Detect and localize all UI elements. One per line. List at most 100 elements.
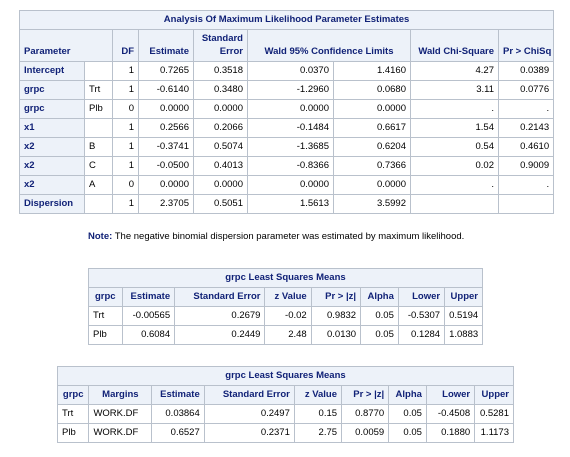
table-row: Trt -0.00565 0.2679 -0.02 0.9832 0.05 -0… <box>88 306 483 326</box>
upper-cell: 1.1173 <box>474 423 514 443</box>
lsmeans-table: grpc Least Squares Means grpc Estimate S… <box>88 268 483 345</box>
table-row: Plb 0.6084 0.2449 2.48 0.0130 0.05 0.128… <box>88 325 483 345</box>
df-cell: 0 <box>112 99 139 119</box>
col-header-upper: Upper <box>474 385 514 405</box>
pvalue-cell: 0.9832 <box>310 306 362 326</box>
lower-limit-cell: -1.3685 <box>247 137 334 157</box>
col-header-chi-square: Wald Chi-Square <box>410 29 499 62</box>
col-header-parameter: Parameter <box>19 29 113 62</box>
col-header-confidence-limits: Wald 95% Confidence Limits <box>247 29 411 62</box>
stderr-cell: 0.3480 <box>193 80 248 100</box>
table-row: x1 1 0.2566 0.2066 -0.1484 0.6617 1.54 0… <box>19 118 555 138</box>
col-header-pvalue: Pr > |z| <box>310 287 362 307</box>
row-header-parameter: Dispersion <box>19 194 85 214</box>
lsmeans-margins-table: grpc Least Squares Means grpc Margins Es… <box>56 366 514 443</box>
lower-cell: 0.1284 <box>397 325 446 345</box>
level-cell: C <box>84 156 113 176</box>
estimate-cell: 0.2566 <box>138 118 194 138</box>
table-row: x2 A 0 0.0000 0.0000 0.0000 0.0000 . . <box>19 175 555 195</box>
chisq-cell: . <box>410 175 499 195</box>
stderr-cell: 0.5074 <box>193 137 248 157</box>
lower-cell: -0.4508 <box>425 404 476 424</box>
lower-cell: -0.5307 <box>397 306 446 326</box>
df-cell: 1 <box>112 61 139 81</box>
stderr-cell: 0.2449 <box>174 325 266 345</box>
level-cell <box>84 61 113 81</box>
stderr-cell: 0.2066 <box>193 118 248 138</box>
upper-limit-cell: 0.7366 <box>333 156 411 176</box>
estimate-cell: 0.7265 <box>138 61 194 81</box>
upper-limit-cell: 1.4160 <box>333 61 411 81</box>
row-header-parameter: x2 <box>19 156 85 176</box>
upper-limit-cell: 0.0000 <box>333 175 411 195</box>
upper-limit-cell: 0.6617 <box>333 118 411 138</box>
table-row: grpc Plb 0 0.0000 0.0000 0.0000 0.0000 .… <box>19 99 555 119</box>
col-header-estimate: Estimate <box>151 385 205 405</box>
col-header-pvalue: Pr > ChiSq <box>497 29 555 62</box>
lower-cell: 0.1880 <box>425 423 476 443</box>
note-text: The negative binomial dispersion paramet… <box>114 231 465 242</box>
estimate-cell: 0.6084 <box>121 325 176 345</box>
margins-cell: WORK.DF <box>88 404 153 424</box>
chisq-cell: 3.11 <box>410 80 499 100</box>
chisq-cell: 0.54 <box>410 137 499 157</box>
lower-limit-cell: 1.5613 <box>247 194 334 214</box>
alpha-cell: 0.05 <box>360 325 399 345</box>
upper-limit-cell: 0.6204 <box>333 137 411 157</box>
col-header-estimate: Estimate <box>121 287 176 307</box>
stderr-cell: 0.0000 <box>193 175 248 195</box>
z-value-cell: 0.15 <box>293 404 343 424</box>
chisq-cell: 1.54 <box>410 118 499 138</box>
col-header-pvalue: Pr > |z| <box>341 385 390 405</box>
level-cell: Trt <box>84 80 113 100</box>
pvalue-cell: 0.8770 <box>341 404 390 424</box>
chisq-cell: 0.02 <box>410 156 499 176</box>
pvalue-cell: 0.0389 <box>497 61 555 81</box>
col-header-alpha: Alpha <box>360 287 399 307</box>
lower-limit-cell: 0.0000 <box>247 99 334 119</box>
chisq-cell: . <box>410 99 499 119</box>
stderr-cell: 0.3518 <box>193 61 248 81</box>
table-row: Dispersion 1 2.3705 0.5051 1.5613 3.5992 <box>19 194 555 214</box>
level-cell: B <box>84 137 113 157</box>
pvalue-cell: 0.9009 <box>497 156 555 176</box>
upper-cell: 0.5194 <box>444 306 483 326</box>
upper-limit-cell: 0.0000 <box>333 99 411 119</box>
stderr-cell: 0.0000 <box>193 99 248 119</box>
pvalue-cell: . <box>497 175 555 195</box>
grpc-cell: Plb <box>88 325 123 345</box>
col-header-margins: Margins <box>88 385 153 405</box>
lsmeans-table-title: grpc Least Squares Means <box>88 268 483 288</box>
estimate-cell: 0.6527 <box>151 423 205 443</box>
level-cell <box>84 118 113 138</box>
col-header-standard-error-line1: Standard <box>201 33 243 44</box>
pvalue-cell: 0.0776 <box>497 80 555 100</box>
col-header-alpha: Alpha <box>388 385 427 405</box>
col-header-lower: Lower <box>425 385 476 405</box>
table-row: x2 B 1 -0.3741 0.5074 -1.3685 0.6204 0.5… <box>19 137 555 157</box>
stderr-cell: 0.2679 <box>174 306 266 326</box>
stderr-cell: 0.4013 <box>193 156 248 176</box>
table-row: x2 C 1 -0.0500 0.4013 -0.8366 0.7366 0.0… <box>19 156 555 176</box>
lower-limit-cell: -0.1484 <box>247 118 334 138</box>
alpha-cell: 0.05 <box>388 404 427 424</box>
row-header-parameter: grpc <box>19 99 85 119</box>
z-value-cell: 2.48 <box>264 325 312 345</box>
col-header-grpc: grpc <box>56 385 90 405</box>
col-header-df: DF <box>112 29 139 62</box>
mle-table: Analysis Of Maximum Likelihood Parameter… <box>18 10 555 214</box>
table-row: grpc Trt 1 -0.6140 0.3480 -1.2960 0.0680… <box>19 80 555 100</box>
grpc-cell: Trt <box>88 306 123 326</box>
mle-table-title: Analysis Of Maximum Likelihood Parameter… <box>18 10 555 30</box>
col-header-standard-error: Standard Error <box>193 29 248 62</box>
col-header-standard-error: Standard Error <box>203 385 295 405</box>
lower-limit-cell: 0.0370 <box>247 61 334 81</box>
stderr-cell: 0.5051 <box>193 194 248 214</box>
col-header-estimate: Estimate <box>138 29 194 62</box>
col-header-z-value: z Value <box>293 385 343 405</box>
table-row: Intercept 1 0.7265 0.3518 0.0370 1.4160 … <box>19 61 555 81</box>
col-header-lower: Lower <box>397 287 446 307</box>
pvalue-cell: 0.2143 <box>497 118 555 138</box>
pvalue-cell: . <box>497 99 555 119</box>
estimate-cell: -0.00565 <box>121 306 176 326</box>
